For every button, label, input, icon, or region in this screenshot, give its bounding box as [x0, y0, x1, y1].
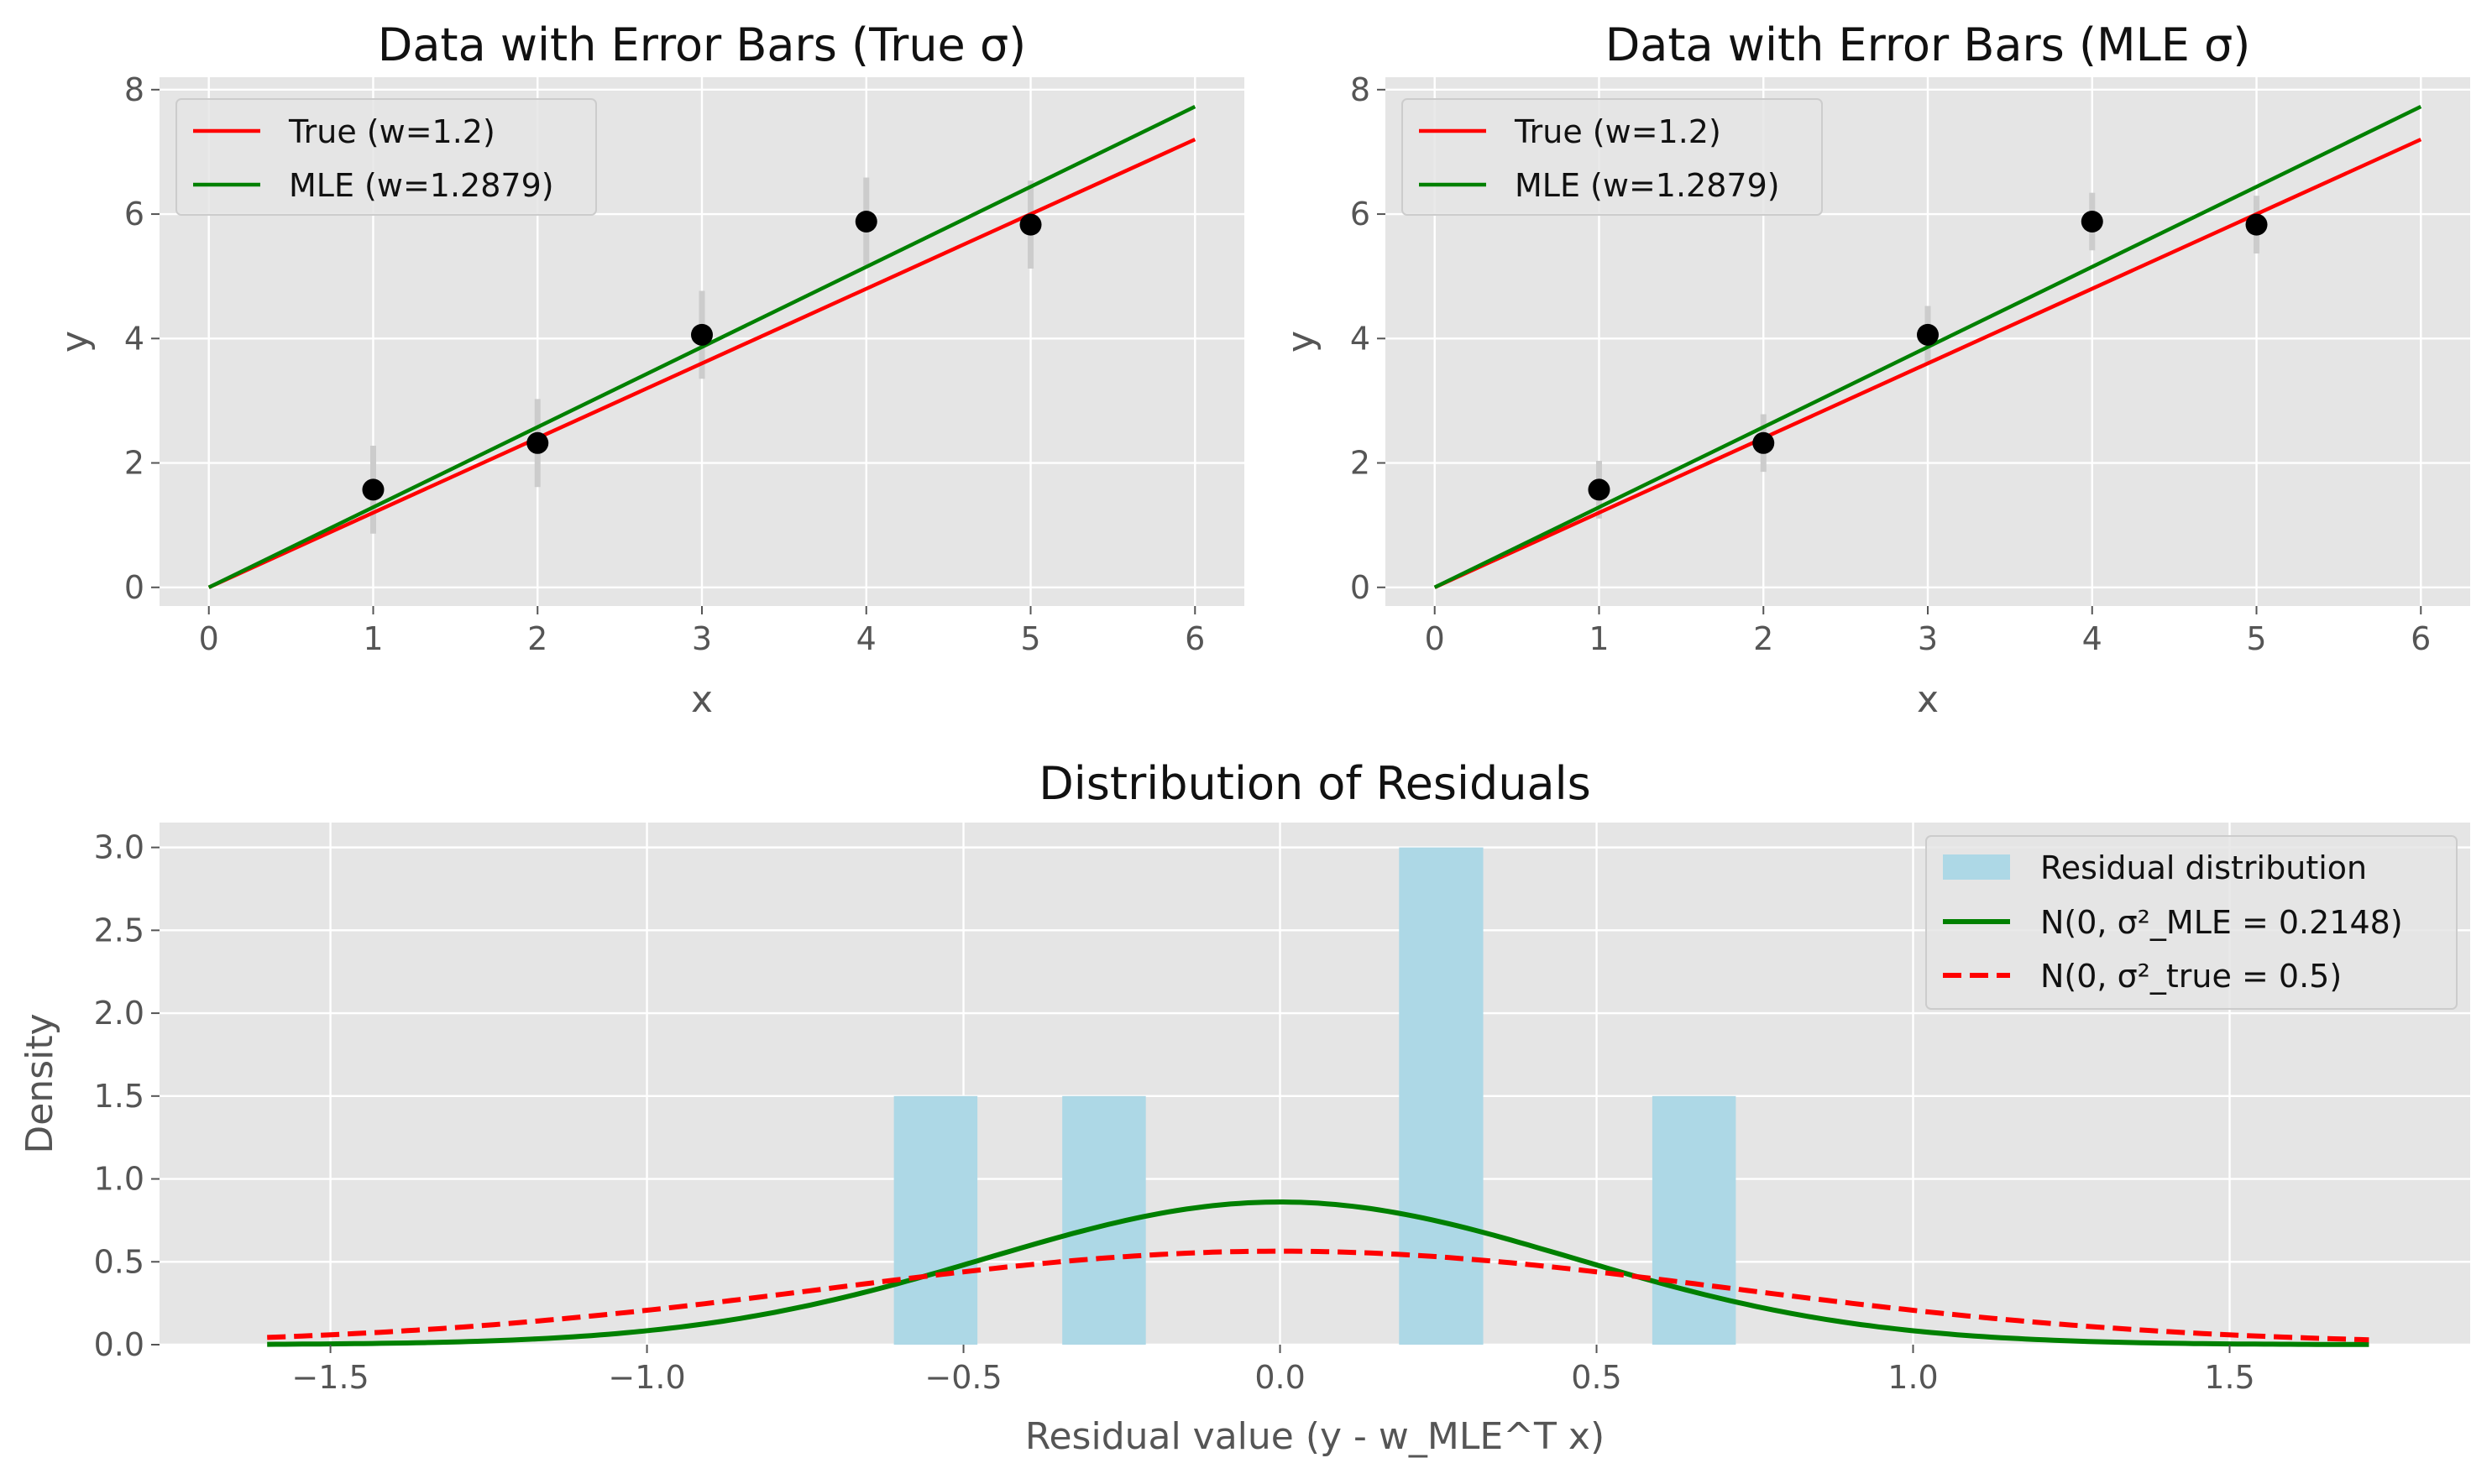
y-tick-label: 2: [124, 445, 144, 482]
x-tick-label: 5: [2246, 620, 2266, 657]
x-tick-label: 1: [363, 620, 383, 657]
x-axis-label: Residual value (y - w_MLE^T x): [1025, 1415, 1605, 1458]
subplot-title: Data with Error Bars (True σ): [378, 18, 1026, 71]
legend-label-mle-curve: N(0, σ²_MLE = 0.2148): [2040, 904, 2403, 941]
x-tick-label: 6: [1185, 620, 1205, 657]
data-point: [1917, 323, 1939, 346]
y-tick-label: 3.0: [94, 829, 144, 866]
x-tick-label: 1.0: [1887, 1359, 1938, 1396]
legend-swatch-histogram: [1943, 854, 2010, 880]
x-tick-label: −0.5: [924, 1359, 1002, 1396]
y-tick-label: 4: [1350, 320, 1370, 357]
subplot-title: Data with Error Bars (MLE σ): [1605, 18, 2251, 71]
y-axis-label: Density: [18, 1013, 61, 1153]
y-axis-label: y: [1280, 331, 1322, 353]
data-point: [362, 478, 385, 501]
legend: Residual distribution N(0, σ²_MLE = 0.21…: [1925, 835, 2458, 1010]
x-tick-label: 2: [527, 620, 547, 657]
histogram-bar: [1652, 1095, 1736, 1345]
x-tick-label: 0.0: [1254, 1359, 1305, 1396]
normal-curve-mle: [267, 1199, 2369, 1347]
y-tick-label: 2: [1350, 445, 1370, 482]
subplot-title: Distribution of Residuals: [1039, 757, 1591, 810]
x-tick-label: 5: [1020, 620, 1040, 657]
x-tick-label: 1: [1589, 620, 1609, 657]
x-tick-label: 4: [856, 620, 877, 657]
legend-label-true-curve: N(0, σ²_true = 0.5): [2040, 958, 2342, 995]
legend: True (w=1.2) MLE (w=1.2879): [1401, 98, 1823, 216]
legend-frame: [1401, 98, 1823, 216]
data-point: [691, 323, 713, 346]
subplot-residuals: Distribution of Residuals −1.5 −1.0 −0.5 0.…: [18, 757, 2470, 1458]
y-tick-label: 0: [1350, 569, 1370, 606]
data-point: [1019, 213, 1042, 236]
x-tick-label: 2: [1753, 620, 1773, 657]
data-point: [1588, 478, 1610, 501]
y-tick-label: 6: [124, 196, 144, 233]
data-point: [1752, 431, 1775, 454]
legend-label-true: True (w=1.2): [288, 113, 495, 150]
y-tick-label: 8: [1350, 71, 1370, 108]
x-tick-label: 4: [2082, 620, 2102, 657]
data-point: [855, 210, 877, 233]
legend-label-true: True (w=1.2): [1514, 113, 1721, 150]
y-tick-label: 1.0: [94, 1161, 144, 1198]
y-tick-label: 1.5: [94, 1078, 144, 1115]
y-tick-label: 0.0: [94, 1326, 144, 1363]
data-point: [2245, 213, 2268, 236]
x-tick-label: 6: [2411, 620, 2431, 657]
x-tick-label: −1.5: [291, 1359, 369, 1396]
legend-frame: [1925, 835, 2458, 1010]
data-point: [2081, 210, 2103, 233]
legend: True (w=1.2) MLE (w=1.2879): [175, 98, 597, 216]
x-tick-label: 0.5: [1571, 1359, 1621, 1396]
fit-line: [1433, 105, 2422, 589]
x-axis-label: x: [1917, 678, 1939, 721]
data-point: [526, 431, 549, 454]
x-tick-label: 3: [692, 620, 712, 657]
x-tick-label: −1.0: [608, 1359, 685, 1396]
legend-label-mle: MLE (w=1.2879): [289, 167, 554, 204]
y-tick-label: 0: [124, 569, 144, 606]
x-tick-label: 3: [1918, 620, 1938, 657]
y-tick-label: 8: [124, 71, 144, 108]
x-tick-label: 0: [1425, 620, 1445, 657]
x-tick-label: 1.5: [2204, 1359, 2254, 1396]
y-tick-label: 6: [1350, 196, 1370, 233]
histogram-bar: [1399, 847, 1484, 1345]
x-axis-label: x: [691, 678, 713, 721]
y-tick-label: 2.5: [94, 912, 144, 948]
x-tick-label: 0: [199, 620, 219, 657]
legend-label-histogram: Residual distribution: [2040, 849, 2367, 886]
y-tick-label: 2.0: [94, 995, 144, 1032]
fit-line: [207, 105, 1196, 589]
subplot-mle-sigma: Data with Error Bars (MLE σ) 0 1 2 3 4 5 6 0 2 4…: [1280, 18, 2470, 721]
y-axis-label: y: [54, 331, 97, 353]
y-tick-label: 0.5: [94, 1243, 144, 1280]
subplot-true-sigma: Data with Error Bars (True σ) 0 1 2 3 4 5 6 0 2…: [54, 18, 1244, 721]
legend-frame: [175, 98, 597, 216]
histogram-bar: [893, 1095, 978, 1345]
y-tick-label: 4: [124, 320, 144, 357]
normal-curve-true: [267, 1248, 2369, 1343]
legend-label-mle: MLE (w=1.2879): [1515, 167, 1780, 204]
